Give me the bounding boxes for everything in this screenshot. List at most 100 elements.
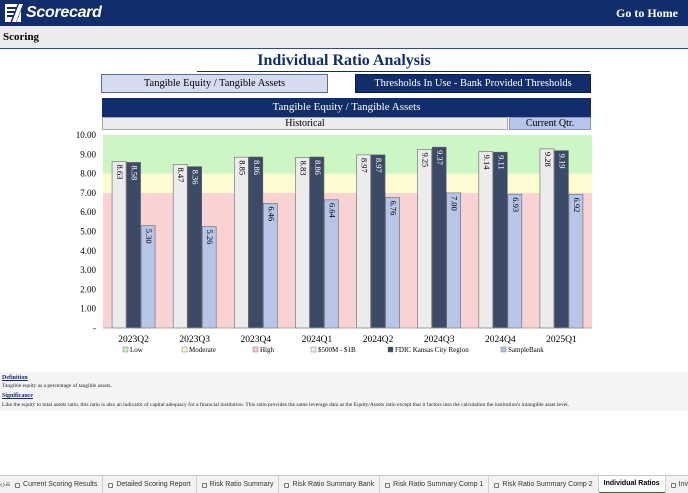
tab-individual-ratios[interactable]: Individual Ratios [598, 476, 666, 493]
x-tick-label: 2023Q2 [118, 335, 149, 345]
lock-icon [201, 483, 207, 488]
data-label: 8.58 [130, 165, 140, 180]
tab-scroll-right-icon[interactable]: › [2, 480, 6, 489]
legend-swatch [122, 346, 129, 353]
tab-current-scoring-results[interactable]: Current Scoring Results [10, 476, 104, 493]
bar--500m-1b-2023q3 [172, 164, 188, 329]
bar-samplebank-2023q4 [263, 203, 278, 329]
legend-label: FDIC Kansas City Region [395, 346, 469, 354]
bar-fdic-kansas-city-region-2024q3 [431, 146, 447, 329]
bar-fdic-kansas-city-region-2023q3 [187, 166, 202, 329]
y-tick-label: 5.00 [80, 227, 96, 237]
definition-title: Definition [2, 375, 28, 381]
app-name: Scorecard [26, 4, 102, 21]
definition-text: Tangible equity as a percentage of tangi… [2, 383, 112, 389]
data-label: 6.92 [572, 197, 582, 212]
bar--500m-1b-2024q4 [478, 151, 494, 329]
x-tick-label: 2024Q2 [363, 335, 394, 345]
legend-swatch [252, 346, 259, 353]
bar-fdic-kansas-city-region-2023q2 [126, 162, 141, 329]
tab-detailed-scoring-report[interactable]: Detailed Scoring Report [103, 476, 197, 493]
scorecard-logo[interactable]: Scorecard [4, 3, 102, 23]
page-title: Individual Ratio Analysis [257, 52, 431, 69]
data-label: 8.63 [115, 164, 125, 179]
tab-label: Risk Ratio Summary Comp 2 [502, 480, 593, 488]
tab-list-icon[interactable]: ≡ [5, 480, 11, 489]
scorecard-logo-icon [4, 3, 24, 23]
tab-risk-ratio-summary-comp-2[interactable]: Risk Ratio Summary Comp 2 [489, 476, 599, 493]
bar-samplebank-2024q3 [446, 192, 461, 329]
tab-label: Detailed Scoring Report [116, 480, 191, 488]
y-tick-label: 1.00 [80, 304, 96, 314]
bar-fdic-kansas-city-region-2024q1 [309, 156, 325, 329]
significance-title: Significance [2, 393, 33, 399]
bar--500m-1b-2024q2 [356, 154, 371, 329]
bar-samplebank-2024q2 [385, 197, 400, 329]
legend-swatch [500, 346, 507, 353]
data-label: 9.19 [557, 154, 567, 169]
y-tick-label: 2.00 [80, 284, 96, 294]
data-label: 9.25 [421, 152, 431, 167]
data-label: 8.86 [313, 160, 323, 175]
y-tick-label: 3.00 [80, 265, 96, 275]
chart-header: Tangible Equity / Tangible Assets [102, 98, 591, 117]
legend-label: High [260, 346, 275, 354]
bar--500m-1b-2024q3 [417, 149, 432, 329]
tab-label: Risk Ratio Summary [209, 480, 274, 488]
tab-investment-conc[interactable]: Investment Conc [666, 476, 688, 493]
data-label: 8.97 [360, 158, 370, 173]
tab-label: Current Scoring Results [23, 480, 98, 488]
y-tick-label: 10.00 [76, 130, 97, 140]
y-tick-label: - [93, 323, 96, 333]
data-label: 6.93 [511, 197, 521, 212]
bar-samplebank-2024q4 [507, 193, 523, 329]
data-label: 6.64 [327, 203, 337, 219]
ratio-selector[interactable]: Tangible Equity / Tangible Assets [101, 74, 328, 93]
data-label: 8.83 [298, 161, 308, 176]
lock-icon [284, 483, 290, 488]
threshold-band-moderate [103, 173, 592, 193]
lock-icon [15, 483, 21, 488]
tab-label: Individual Ratios [603, 479, 660, 487]
data-label: 7.00 [450, 196, 460, 211]
title-underline [197, 71, 590, 72]
y-tick-label: 6.00 [80, 207, 96, 217]
data-label: 9.28 [543, 152, 553, 167]
data-label: 8.86 [252, 160, 262, 175]
data-label: 6.76 [389, 201, 399, 216]
lock-icon [494, 483, 500, 488]
legend-label: $500M - $1B [318, 346, 356, 354]
bar-samplebank-2024q1 [324, 199, 339, 329]
lock-icon [108, 483, 114, 488]
tab-scroll-left-icon[interactable]: ‹ [0, 480, 3, 489]
lock-icon [385, 483, 391, 488]
bar-samplebank-2025q1 [568, 194, 584, 329]
section-bar: Scoring [0, 26, 688, 49]
y-tick-label: 7.00 [80, 188, 96, 198]
section-label: Scoring [3, 31, 40, 43]
tab-label: Risk Ratio Summary Bank [292, 480, 375, 488]
x-tick-label: 2023Q4 [241, 335, 272, 345]
bar-fdic-kansas-city-region-2024q4 [493, 151, 508, 329]
legend-label: SampleBank [508, 346, 544, 354]
tab-risk-ratio-summary-bank[interactable]: Risk Ratio Summary Bank [279, 476, 381, 493]
x-tick-label: 2024Q1 [302, 335, 333, 345]
data-label: 8.85 [237, 160, 247, 175]
top-header-bar: Scorecard Go to Home [0, 0, 688, 26]
threshold-selector[interactable]: Thresholds In Use - Bank Provided Thresh… [355, 74, 591, 93]
data-label: 6.46 [266, 206, 276, 221]
x-tick-label: 2025Q1 [546, 335, 577, 345]
legend-swatch [310, 346, 317, 353]
tab-risk-ratio-summary-comp-1[interactable]: Risk Ratio Summary Comp 1 [380, 476, 490, 493]
go-home-link[interactable]: Go to Home [616, 6, 678, 20]
bar-fdic-kansas-city-region-2025q1 [554, 150, 569, 329]
tab-risk-ratio-summary[interactable]: Risk Ratio Summary [197, 476, 280, 493]
legend-label: Moderate [189, 346, 216, 354]
current-quarter-header: Current Qtr. [509, 117, 591, 130]
x-tick-label: 2023Q3 [179, 335, 210, 345]
x-tick-label: 2024Q4 [485, 335, 516, 345]
bar-fdic-kansas-city-region-2024q2 [370, 154, 386, 329]
legend-swatch [181, 346, 188, 353]
data-label: 8.47 [176, 168, 186, 183]
